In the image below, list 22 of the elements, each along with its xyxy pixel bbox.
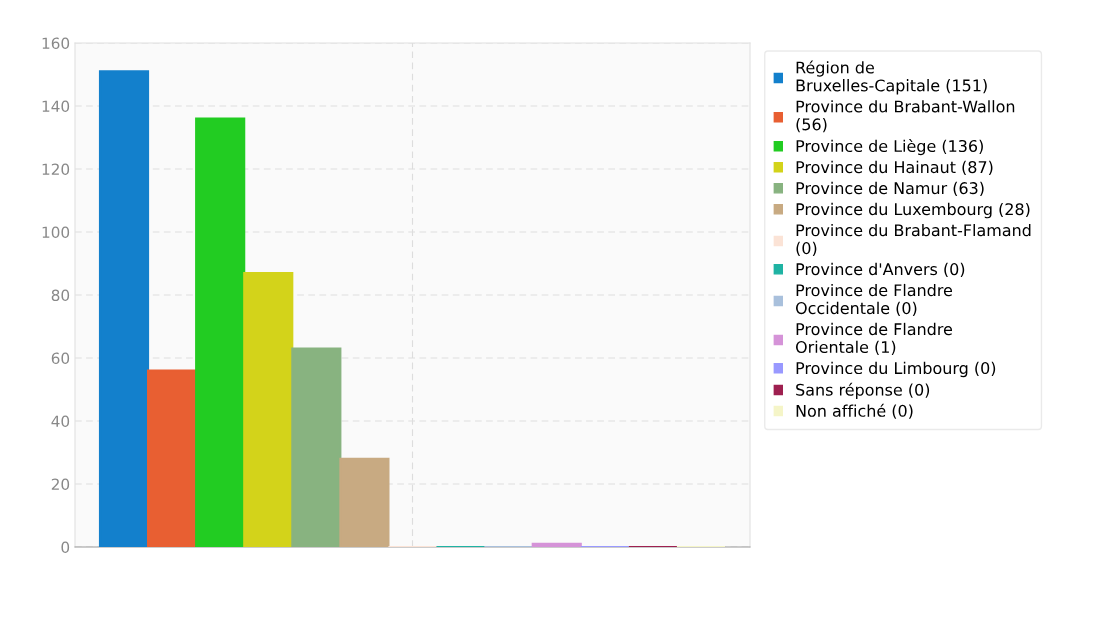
legend-label: Province du Brabant-Flamand (0)	[796, 223, 1031, 257]
legend-label: Province du Brabant-Wallon (56)	[796, 100, 1015, 133]
legend-label: Province du Luxembourg (28)	[796, 202, 1030, 219]
legend-label: Province de Flandre Orientale (1)	[795, 322, 953, 355]
y-tick-label: 160	[42, 37, 70, 50]
y-tick-label: 140	[42, 100, 70, 113]
legend-label: Province d'Anvers (0)	[796, 262, 965, 278]
y-tick-label: 80	[51, 289, 70, 302]
legend-label: Province de Namur (63)	[796, 181, 984, 197]
y-tick-label: 100	[42, 226, 70, 239]
legend-label: Province de Flandre Occidentale (0)	[795, 283, 953, 317]
legend-label: Province de Liège (136)	[796, 139, 983, 156]
legend-label: Province du Limbourg (0)	[796, 361, 996, 378]
legend-label: Sans réponse (0)	[796, 382, 930, 399]
y-tick-label: 40	[51, 415, 70, 428]
y-tick-label: 0	[61, 541, 70, 554]
y-tick-label: 20	[51, 478, 70, 491]
legend-label: Région de Bruxelles-Capitale (151)	[796, 60, 987, 95]
y-tick-label: 120	[42, 163, 70, 176]
legend-label: Province du Hainaut (87)	[796, 160, 993, 176]
legend-label: Non affiché (0)	[796, 403, 913, 419]
y-tick-label: 60	[51, 352, 70, 365]
